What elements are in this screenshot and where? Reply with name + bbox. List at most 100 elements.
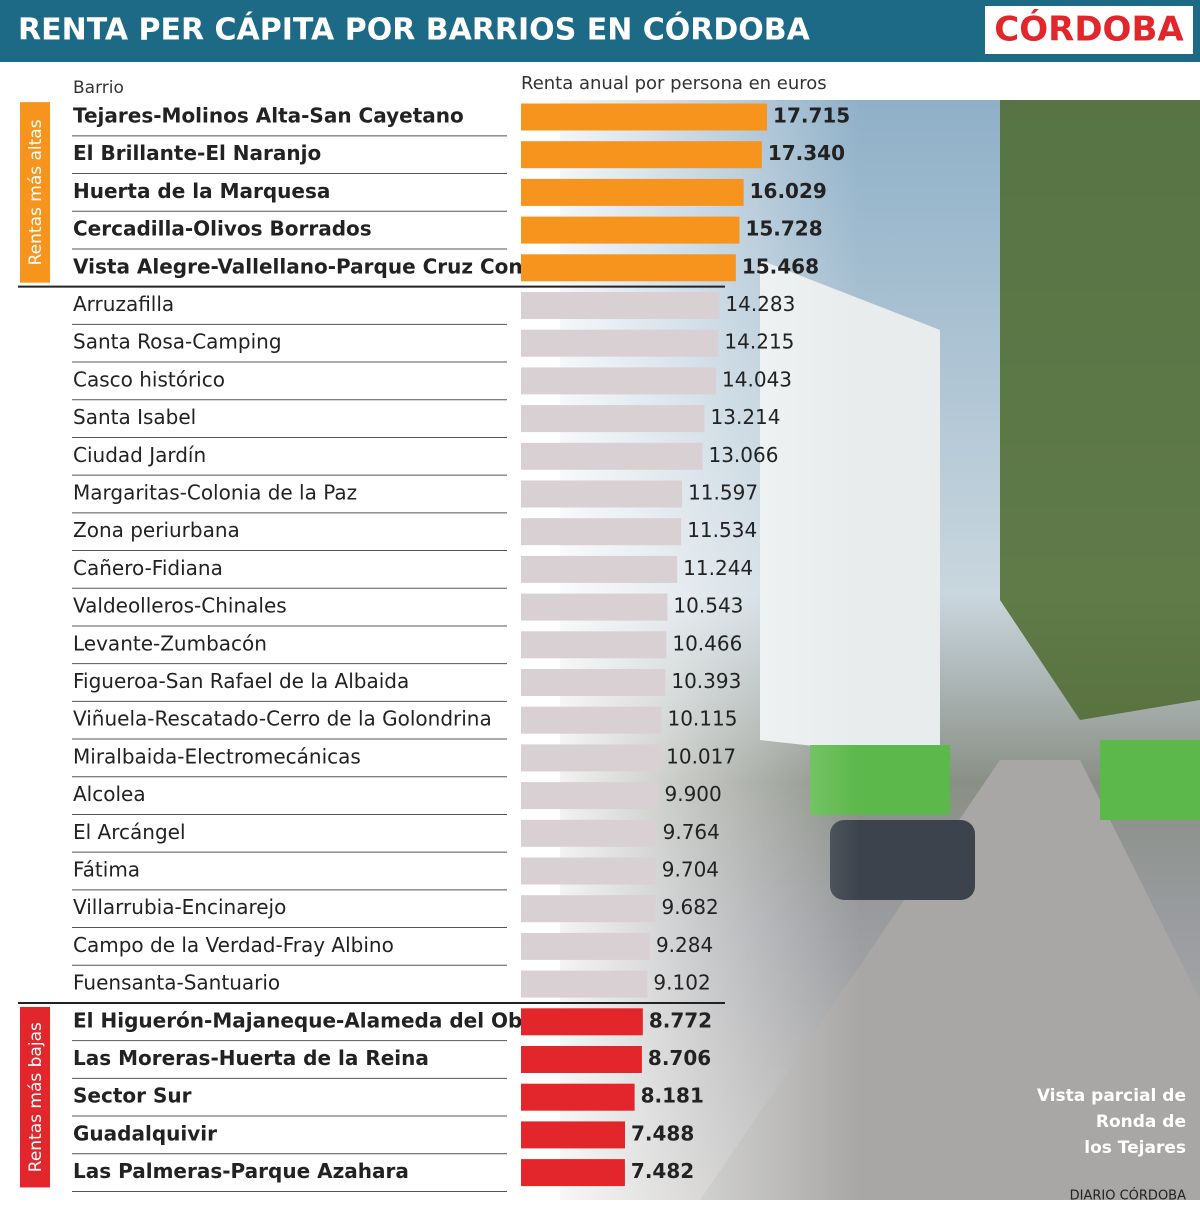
category-label: Las Moreras-Huerta de la Reina (73, 1046, 429, 1070)
bar (521, 782, 659, 810)
bar (521, 555, 678, 583)
value-label: 8.181 (641, 1084, 704, 1108)
category-label: Sector Sur (73, 1084, 192, 1108)
category-label: Santa Isabel (73, 405, 196, 429)
value-label: 13.066 (708, 443, 778, 467)
value-label: 10.393 (671, 669, 741, 693)
value-label: 11.244 (683, 556, 753, 580)
value-label: 9.764 (663, 820, 720, 844)
value-label: 8.772 (649, 1008, 712, 1032)
value-label: 8.706 (648, 1046, 711, 1070)
chart-title: RENTA PER CÁPITA POR BARRIOS EN CÓRDOBA (18, 11, 811, 48)
value-label: 14.283 (725, 292, 795, 316)
bar (521, 216, 740, 244)
bar (521, 480, 683, 508)
logo: CÓRDOBA (994, 9, 1184, 50)
category-label: Alcolea (73, 782, 146, 806)
category-label: Zona periurbana (73, 518, 240, 542)
category-label: Huerta de la Marquesa (73, 179, 330, 203)
photo-trees (1000, 100, 1200, 720)
category-label: Miralbaida-Electromecánicas (73, 744, 361, 768)
photo-car (830, 820, 975, 900)
category-label: Fátima (73, 858, 140, 882)
category-label: Casco histórico (73, 367, 225, 391)
bar (521, 970, 648, 998)
bar (521, 669, 666, 696)
group-label: Rentas más bajas (26, 1022, 46, 1172)
bar (521, 819, 657, 847)
bar (521, 1046, 642, 1073)
bar (521, 292, 720, 319)
bar (521, 932, 650, 960)
value-label: 14.043 (722, 367, 792, 391)
logo-box (985, 6, 1193, 54)
caption-line: Ronda de (1096, 1112, 1186, 1132)
value-label: 10.466 (672, 631, 742, 655)
category-label: Valdeolleros-Chinales (73, 594, 287, 618)
bar (521, 442, 703, 470)
category-label: Cañero-Fidiana (73, 556, 223, 580)
photo-bus (1100, 740, 1200, 820)
category-label: Santa Rosa-Camping (73, 330, 282, 354)
value-label: 9.284 (656, 933, 713, 957)
category-label: Margaritas-Colonia de la Paz (73, 481, 357, 505)
bar (521, 103, 768, 131)
source: DIARIO CÓRDOBA (1070, 1188, 1186, 1204)
category-label: Viñuela-Rescatado-Cerro de la Golondrina (73, 707, 492, 731)
category-header: Barrio (73, 78, 124, 98)
category-label: Las Palmeras-Parque Azahara (73, 1159, 409, 1183)
value-label: 9.704 (662, 858, 719, 882)
bar (521, 254, 736, 282)
category-label: Guadalquivir (73, 1121, 217, 1145)
category-label: El Brillante-El Naranjo (73, 141, 321, 165)
bar (521, 1121, 625, 1149)
value-label: 13.214 (711, 405, 781, 429)
category-label: Villarrubia-Encinarejo (73, 895, 286, 919)
value-label: 17.340 (768, 141, 845, 165)
bar (521, 1008, 643, 1036)
category-label: Vista Alegre-Vallellano-Parque Cruz Cond… (73, 254, 551, 278)
bar (521, 744, 661, 772)
category-label: Cercadilla-Olivos Borrados (73, 217, 372, 241)
category-label: Figueroa-San Rafael de la Albaida (73, 669, 409, 693)
bar (521, 631, 667, 659)
value-label: 15.728 (745, 217, 822, 241)
bar (521, 518, 682, 546)
bar (521, 405, 705, 433)
value-header: Renta anual por persona en euros (521, 73, 827, 94)
value-label: 15.468 (742, 254, 819, 278)
category-label: Arruzafilla (73, 292, 174, 316)
bar (521, 141, 762, 169)
bar (521, 706, 662, 734)
value-label: 16.029 (750, 179, 827, 203)
category-label: Fuensanta-Santuario (73, 971, 280, 995)
category-label: El Higuerón-Majaneque-Alameda del Obispo (73, 1008, 569, 1032)
category-label: Campo de la Verdad-Fray Albino (73, 933, 394, 957)
value-label: 7.488 (631, 1121, 694, 1145)
category-label: Levante-Zumbacón (73, 631, 267, 655)
bar (521, 593, 668, 621)
bar (521, 1159, 625, 1187)
bar (521, 329, 719, 357)
bar (521, 895, 656, 923)
value-label: 10.115 (667, 707, 737, 731)
caption-line: los Tejares (1084, 1138, 1186, 1158)
value-label: 11.597 (688, 481, 758, 505)
bar (521, 857, 656, 885)
value-label: 10.543 (673, 594, 743, 618)
value-label: 7.482 (631, 1159, 694, 1183)
bar (521, 178, 744, 206)
value-label: 9.900 (665, 782, 722, 806)
value-label: 17.715 (773, 104, 850, 128)
category-label: Tejares-Molinos Alta-San Cayetano (73, 104, 464, 128)
bar (521, 367, 717, 395)
value-label: 11.534 (687, 518, 757, 542)
caption: Vista parcial de Ronda de los Tejares (1037, 1086, 1186, 1158)
category-label: Ciudad Jardín (73, 443, 206, 467)
group-band (20, 1006, 50, 1188)
value-label: 9.682 (661, 895, 718, 919)
bar (521, 1083, 635, 1111)
group-band (20, 102, 50, 283)
